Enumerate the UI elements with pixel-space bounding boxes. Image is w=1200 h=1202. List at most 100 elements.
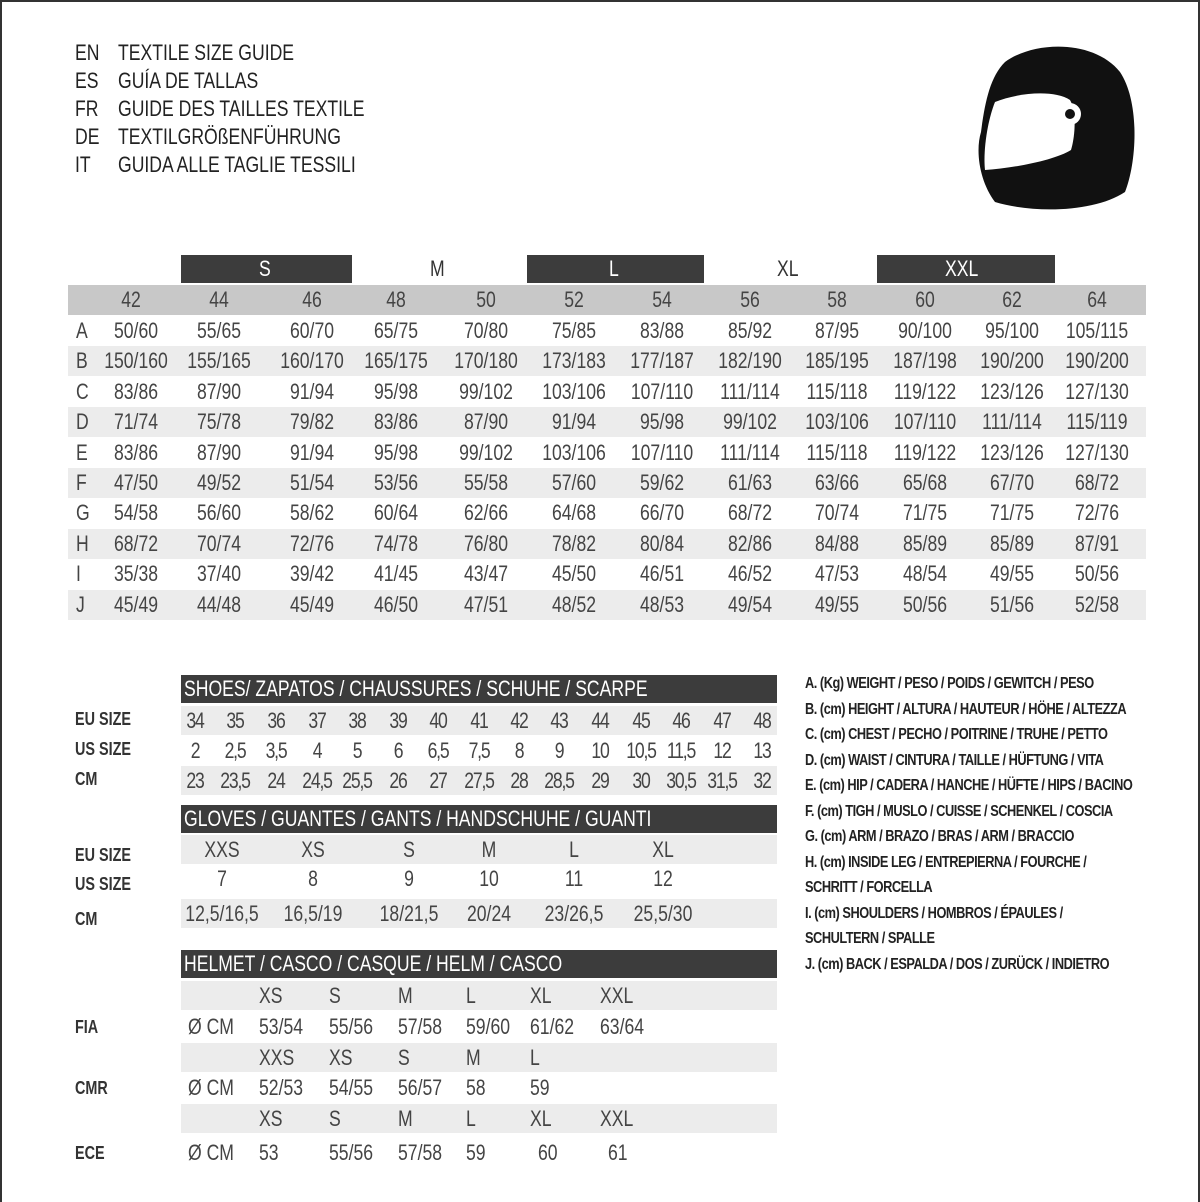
table-cell-text: 48/53 [639,591,685,617]
size-label-text: L [466,983,476,1008]
table-cell: 87/90 [191,377,246,407]
table-cell: 38 [346,706,367,736]
table-cell-text: 59 [466,1140,486,1165]
table-cell-text: 39 [389,708,407,733]
table-cell: 27,5 [461,766,498,796]
table-cell-text: 65/75 [373,318,419,343]
table-cell-text: 177/187 [630,348,694,374]
section-header-text-text: GLOVES / GUANTES / GANTS / HANDSCHUHE / … [184,806,652,831]
table-cell-text: 27,5 [464,768,495,793]
table-cell: 51/56 [984,590,1039,620]
table-cell: 35/38 [108,559,163,589]
table-cell-text: 11,5 [666,738,696,763]
table-cell: 123/126 [972,438,1052,468]
language-code-text: IT [75,152,91,177]
size-number-text: 54 [652,287,672,312]
table-cell-text: 34 [186,708,204,733]
table-cell: 26 [387,766,408,796]
table-cell: 28,5 [541,766,578,796]
table-cell-text: 87/90 [463,409,509,435]
table-cell: 56/57 [398,1073,453,1103]
table-cell: 52/58 [1069,590,1124,620]
table-cell-text: 49/55 [989,561,1035,587]
table-cell: 115/118 [799,377,875,407]
table-cell-text: 28 [510,768,528,793]
table-cell-text: 10 [479,866,499,891]
row-key: I [76,559,82,589]
table-cell: 30 [630,766,651,796]
table-cell-text: 23,5 [220,768,251,793]
table-cell: 6 [393,736,404,766]
table-cell-text: 103/106 [805,409,869,435]
standard-label: CMR [75,1078,116,1099]
table-cell: 48/53 [634,590,689,620]
table-cell: 12,5/16,5 [176,899,268,929]
table-cell: 87/95 [809,316,864,346]
table-cell: 63/66 [809,468,864,498]
table-row-band [181,1104,777,1133]
table-cell: 76/80 [458,529,513,559]
table-cell-text: 70/74 [814,500,860,526]
table-cell: 44/48 [191,590,246,620]
table-cell-text: 190/200 [1065,348,1129,374]
legend-item: C. (cm) CHEST / PECHO / POITRINE / TRUHE… [805,726,1183,744]
table-cell-text: 91/94 [551,409,597,435]
table-cell-text: 23/26,5 [544,901,604,926]
unit-label: Ø CM [188,1073,245,1103]
standard-label-text: CMR [75,1078,108,1098]
table-cell: 57/58 [398,1138,453,1168]
table-cell-text: 75/78 [196,409,242,435]
section-header-text: HELMET / CASCO / CASQUE / HELM / CASCO [184,950,657,978]
table-cell: 103/106 [534,377,614,407]
table-cell-text: XL [652,837,674,862]
table-cell-text: 111/114 [720,378,780,404]
size-label: XS [329,1043,358,1073]
table-cell-text: 155/165 [187,348,251,374]
title-text: TEXTILGRÖßENFÜHRUNG [118,124,397,150]
table-cell: 61 [608,1138,632,1168]
size-label: M [398,1104,416,1134]
table-cell: 12 [711,736,732,766]
size-group-m: M [352,255,527,283]
table-cell: 59/60 [466,1012,521,1042]
table-cell-text: 45/50 [551,561,597,587]
row-label: EU SIZE [75,845,145,866]
table-cell-text: 26 [389,768,407,793]
table-cell: 8 [307,864,319,894]
size-label: XS [259,1104,288,1134]
size-number: 56 [738,285,762,315]
title-text-text: TEXTILE SIZE GUIDE [118,40,295,65]
row-key: D [76,407,92,437]
size-label: L [530,1043,542,1073]
table-cell: 4 [312,736,323,766]
table-cell-text: 51/54 [289,470,335,495]
table-cell: L [568,835,580,865]
table-cell-text: 60/64 [373,500,419,526]
row-label-text: EU SIZE [75,845,132,865]
table-cell-text: 63/64 [600,1014,645,1039]
table-cell-text: 41 [470,708,488,733]
table-cell-text: 68/72 [1074,470,1120,495]
table-cell-text: 68/72 [727,500,773,526]
table-cell: 2 [190,736,201,766]
table-cell-text: 9 [404,866,414,891]
size-label-text: XXL [600,983,634,1008]
table-cell-text: 18/21,5 [379,901,439,926]
table-cell-text: 44 [591,708,609,733]
table-cell-text: 187/198 [893,348,957,374]
table-cell: 111/114 [975,407,1050,437]
table-cell-text: 87/95 [814,318,860,343]
table-cell-text: 35 [226,708,244,733]
table-cell-text: 25,5 [342,768,373,793]
table-cell-text: 91/94 [289,378,335,404]
table-cell: 70/80 [458,316,513,346]
size-label: S [329,981,344,1011]
size-number: 46 [300,285,324,315]
table-cell-text: 107/110 [893,409,957,435]
table-cell-text: 10,5 [626,738,657,763]
table-cell: 95/98 [634,407,689,437]
table-cell-text: 12 [653,866,673,891]
table-cell-text: 66/70 [639,500,685,526]
row-key-text: I [76,561,81,587]
table-cell: 87/90 [458,407,513,437]
